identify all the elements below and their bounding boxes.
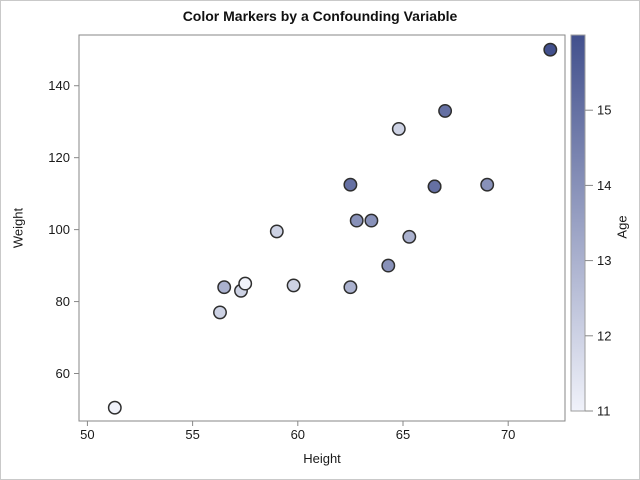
y-axis-tick-label: 140 xyxy=(48,78,70,93)
data-point-marker xyxy=(286,278,301,293)
x-axis-title: Height xyxy=(303,451,341,466)
data-point-marker xyxy=(391,121,406,136)
y-axis-title: Weight xyxy=(10,207,26,249)
data-point-marker xyxy=(427,179,442,194)
data-point-marker xyxy=(217,280,232,295)
colorbar-tick-label: 14 xyxy=(597,178,611,193)
data-point-marker xyxy=(364,213,379,228)
data-point-marker xyxy=(269,224,284,239)
colorbar-tick-label: 12 xyxy=(597,328,611,343)
data-point-marker xyxy=(213,305,227,320)
data-point-marker xyxy=(480,177,495,192)
colorbar-tick-label: 13 xyxy=(597,253,611,268)
y-axis-tick-label: 100 xyxy=(48,222,70,237)
x-axis-tick-label: 50 xyxy=(80,427,94,442)
data-point-marker xyxy=(343,280,358,295)
data-point-marker xyxy=(238,276,253,291)
data-point-marker xyxy=(543,42,558,57)
plot-frame xyxy=(78,34,566,422)
y-axis-tick-label: 60 xyxy=(56,366,70,381)
colorbar-tick-label: 11 xyxy=(597,404,611,419)
colorbar-gradient xyxy=(570,34,586,412)
data-point-marker xyxy=(349,213,364,228)
colorbar-tick-label: 15 xyxy=(597,103,611,118)
data-point-marker xyxy=(343,177,358,192)
y-axis-tick-label: 120 xyxy=(48,150,70,165)
colorbar-title: Age xyxy=(614,215,630,239)
data-point-marker xyxy=(438,103,453,118)
chart-title: Color Markers by a Confounding Variable xyxy=(182,8,458,24)
x-axis-tick-label: 70 xyxy=(501,427,515,442)
data-point-marker xyxy=(381,258,396,273)
y-axis-tick-label: 80 xyxy=(56,294,70,309)
data-point-marker xyxy=(402,229,417,244)
data-point-marker xyxy=(107,400,122,415)
x-axis-tick-label: 55 xyxy=(185,427,199,442)
x-axis-tick-label: 65 xyxy=(396,427,410,442)
x-axis-tick-label: 60 xyxy=(291,427,305,442)
